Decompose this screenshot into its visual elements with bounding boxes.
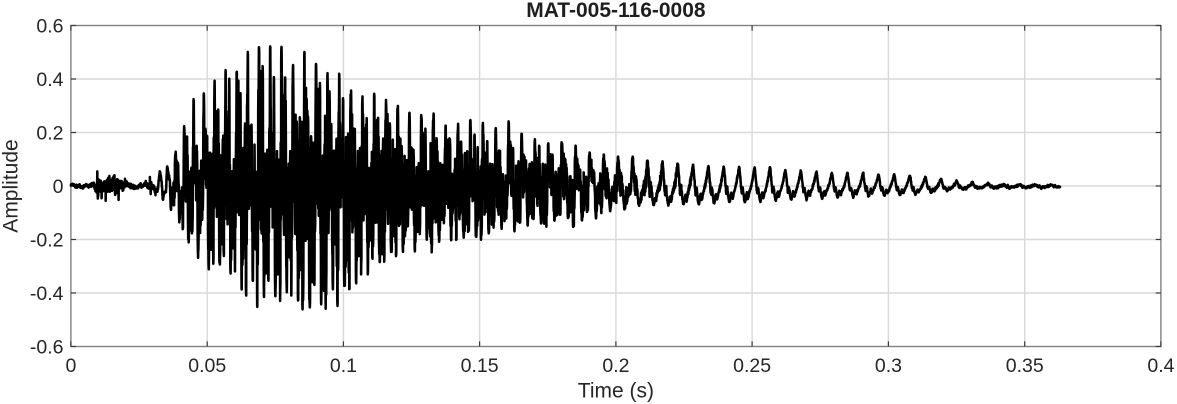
svg-text:0.4: 0.4 <box>1147 355 1174 377</box>
svg-text:0.35: 0.35 <box>1006 355 1044 377</box>
svg-text:-0.4: -0.4 <box>30 283 64 305</box>
svg-text:MAT-005-116-0008: MAT-005-116-0008 <box>526 0 706 22</box>
svg-text:0.05: 0.05 <box>188 355 226 377</box>
svg-text:-0.6: -0.6 <box>30 337 64 359</box>
svg-text:0: 0 <box>65 355 76 377</box>
svg-text:0: 0 <box>53 176 64 198</box>
svg-text:0.4: 0.4 <box>36 69 63 91</box>
svg-text:0.1: 0.1 <box>330 355 357 377</box>
svg-text:0.6: 0.6 <box>36 16 63 38</box>
svg-text:0.2: 0.2 <box>36 123 63 145</box>
svg-text:0.15: 0.15 <box>461 355 499 377</box>
svg-text:-0.2: -0.2 <box>30 230 64 252</box>
svg-text:0.2: 0.2 <box>602 355 629 377</box>
svg-text:0.25: 0.25 <box>733 355 771 377</box>
svg-text:Time (s): Time (s) <box>578 379 654 402</box>
svg-text:0.3: 0.3 <box>875 355 902 377</box>
svg-text:Amplitude: Amplitude <box>0 139 23 232</box>
